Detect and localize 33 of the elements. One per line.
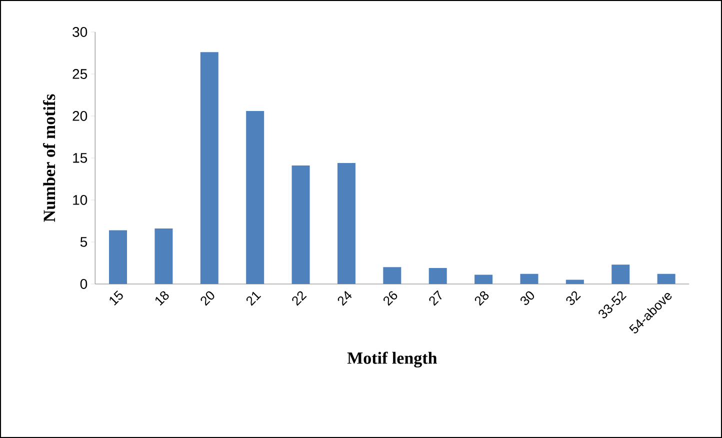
- y-tick-label: 0: [80, 279, 88, 289]
- x-tick-label: 22: [292, 291, 307, 306]
- bar: [657, 274, 676, 284]
- x-tick-label: 28: [474, 291, 489, 306]
- bar: [612, 264, 630, 284]
- x-tick-label: 20: [200, 291, 214, 306]
- x-tick-label: 24: [338, 290, 352, 306]
- x-tick-label: 15: [110, 290, 123, 306]
- bar: [109, 230, 128, 284]
- bar: [200, 52, 218, 284]
- y-tick-label: 5: [80, 237, 88, 247]
- bar: [337, 163, 356, 284]
- x-tick-label: 18: [155, 291, 169, 306]
- x-axis-title: Motif length: [347, 352, 437, 368]
- y-tick-label: 30: [72, 27, 88, 37]
- bar: [246, 110, 264, 284]
- y-tick-label: 25: [72, 69, 88, 79]
- x-tick-label: 27: [429, 290, 442, 306]
- x-tick-label: 21: [246, 292, 262, 306]
- y-tick-label: 10: [73, 195, 88, 205]
- x-tick-label: 30: [520, 291, 534, 305]
- bar: [292, 166, 310, 284]
- bar: [428, 268, 447, 284]
- bar: [154, 228, 173, 284]
- y-tick-label: 20: [72, 111, 88, 121]
- y-tick-label: 15: [73, 153, 88, 163]
- bar: [474, 274, 493, 284]
- bar: [383, 267, 402, 284]
- y-axis-title: Number of motifs: [43, 94, 56, 222]
- x-tick-label: 26: [384, 291, 398, 306]
- bar: [520, 274, 538, 284]
- bar: [566, 280, 584, 284]
- x-tick-label: 32: [566, 291, 581, 305]
